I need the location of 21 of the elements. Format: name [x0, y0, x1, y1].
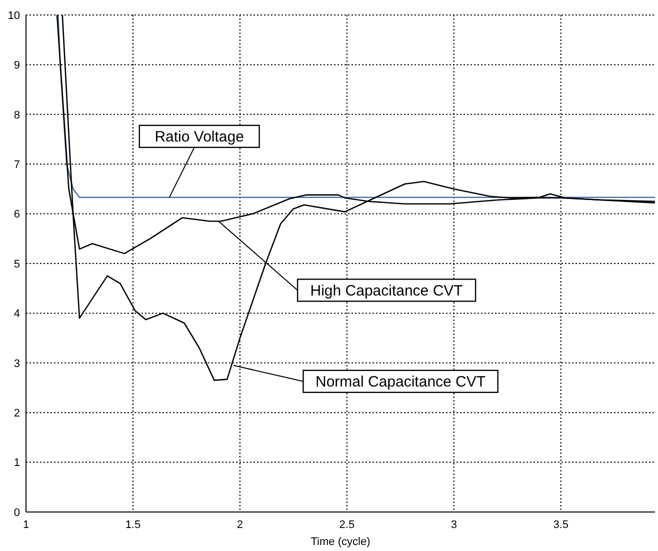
- x-tick-label: 3.5: [553, 518, 569, 531]
- y-tick-label: 5: [14, 258, 20, 270]
- x-tick-label: 1.5: [125, 518, 141, 531]
- y-tick-label: 9: [14, 60, 20, 72]
- y-tick-label: 8: [14, 109, 20, 122]
- y-tick-label: 3: [14, 358, 20, 370]
- y-tick-label: 4: [14, 308, 20, 320]
- y-tick-label: 0: [14, 506, 20, 519]
- x-tick-label: 2.5: [339, 518, 355, 531]
- y-tick-label: 2: [14, 408, 20, 420]
- annotation: High Capacitance CVT: [310, 282, 463, 300]
- y-tick-label: 7: [14, 159, 20, 172]
- y-tick-label: 1: [14, 457, 20, 470]
- x-axis-title: Time (cycle): [310, 536, 370, 548]
- y-tick-label: 6: [14, 208, 20, 221]
- x-tick-label: 2: [236, 518, 244, 531]
- y-tick-label: 10: [8, 10, 20, 22]
- x-tick-label: 1: [22, 518, 30, 531]
- x-tick-label: 3: [450, 518, 457, 531]
- annotation: Ratio Voltage: [154, 128, 244, 146]
- annotation: Normal Capacitance CVT: [315, 373, 486, 390]
